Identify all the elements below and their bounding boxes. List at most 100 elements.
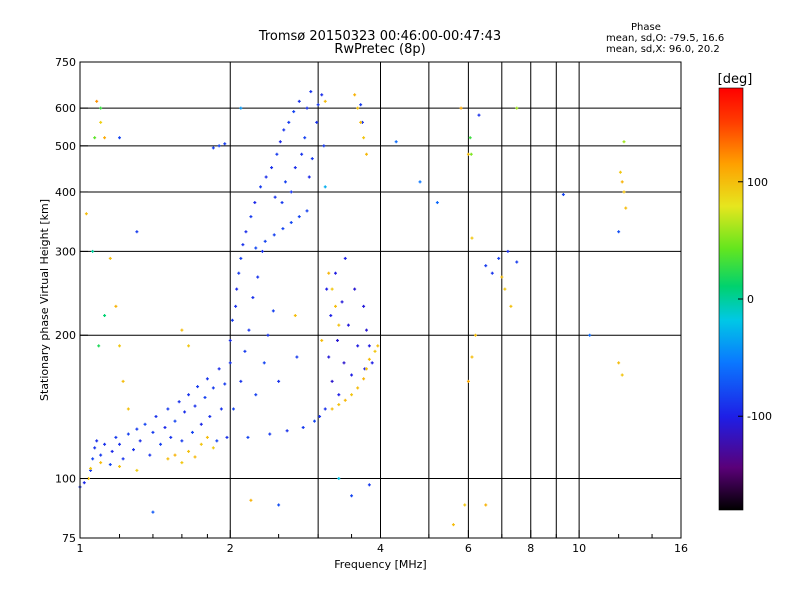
data-point-o — [418, 180, 422, 184]
data-point-x — [373, 349, 377, 353]
data-point-o — [103, 442, 107, 446]
data-point-o — [268, 432, 272, 436]
data-point-o — [280, 201, 284, 205]
data-point-o — [322, 144, 326, 148]
data-point-x — [503, 287, 507, 291]
data-point-x — [470, 236, 474, 240]
data-point-x — [451, 523, 455, 527]
data-point-o — [228, 338, 232, 342]
data-point-o — [243, 349, 247, 353]
data-point-o — [362, 304, 366, 308]
data-point-x — [469, 152, 473, 156]
data-point-x — [463, 503, 467, 507]
data-point-x — [249, 498, 253, 502]
data-point-x — [500, 275, 504, 279]
data-point-x — [95, 99, 99, 103]
data-point-o — [359, 103, 363, 107]
y-tick-label: 300 — [55, 245, 76, 258]
data-point-o — [187, 393, 191, 397]
data-point-o — [143, 422, 147, 426]
data-point-o — [270, 166, 274, 170]
data-point-o — [394, 140, 398, 144]
x-tick-label: 6 — [465, 542, 472, 555]
x-tick-label: 10 — [572, 542, 586, 555]
data-point-o — [337, 393, 341, 397]
chart-title: Tromsø 20150323 00:46:00-00:47:43 — [258, 29, 502, 44]
data-point-o — [292, 110, 296, 114]
data-points — [78, 90, 628, 527]
data-point-o — [272, 233, 276, 237]
data-point-o — [320, 93, 324, 97]
data-point-o — [205, 377, 209, 381]
data-point-o — [356, 344, 360, 348]
data-point-x — [459, 106, 463, 110]
data-point-o — [223, 382, 227, 386]
data-point-o — [138, 439, 142, 443]
data-point-o — [303, 136, 307, 140]
data-point-o — [118, 442, 122, 446]
data-point-o — [289, 190, 293, 194]
data-point-o — [350, 494, 354, 498]
data-point-o — [114, 435, 118, 439]
data-point-x — [293, 314, 297, 318]
data-point-x — [337, 323, 341, 327]
data-point-x — [173, 453, 177, 457]
data-point-x — [466, 379, 470, 383]
data-point-x — [118, 344, 122, 348]
data-point-x — [466, 152, 470, 156]
data-point-x — [166, 457, 170, 461]
data-point-o — [323, 407, 327, 411]
data-point-o — [219, 407, 223, 411]
data-point-o — [254, 393, 258, 397]
data-point-x — [180, 461, 184, 465]
data-point-o — [490, 271, 494, 275]
data-point-o — [273, 195, 277, 199]
data-point-x — [333, 304, 337, 308]
data-point-o — [477, 113, 481, 117]
data-point-o — [154, 414, 158, 418]
data-point-x — [84, 212, 88, 216]
data-point-x — [320, 338, 324, 342]
data-point-o — [343, 256, 347, 260]
data-point-x — [99, 461, 103, 465]
data-point-o — [333, 271, 337, 275]
data-point-x — [330, 287, 334, 291]
data-point-o — [132, 448, 136, 452]
data-point-x — [337, 403, 341, 407]
data-point-x — [622, 140, 626, 144]
data-point-x — [135, 468, 139, 472]
data-point-x — [509, 304, 513, 308]
data-point-o — [246, 435, 250, 439]
data-point-o — [135, 230, 139, 234]
data-point-o — [370, 361, 374, 365]
data-point-x — [359, 120, 363, 124]
data-point-x — [323, 99, 327, 103]
data-point-x — [89, 466, 93, 470]
data-point-o — [435, 201, 439, 205]
phase-mean-o: mean, sd,O: -79.5, 16.6 — [606, 33, 725, 44]
data-point-o — [251, 296, 255, 300]
data-point-x — [337, 477, 341, 481]
colorbar-ticks: 100 0 -100 — [738, 176, 772, 423]
data-point-o — [99, 453, 103, 457]
data-point-x — [376, 344, 380, 348]
data-point-x — [103, 136, 107, 140]
data-point-o — [199, 422, 203, 426]
data-point-o — [118, 136, 122, 140]
data-point-o — [135, 427, 139, 431]
y-tick-label: 600 — [55, 102, 76, 115]
data-point-x — [323, 185, 327, 189]
data-point-o — [259, 185, 263, 189]
data-point-x — [356, 386, 360, 390]
data-point-x — [187, 449, 191, 453]
data-point-x — [473, 333, 477, 337]
data-point-x — [91, 249, 95, 253]
data-point-x — [620, 373, 624, 377]
data-point-o — [327, 355, 331, 359]
colorbar-tick-label: 0 — [747, 293, 754, 306]
data-point-o — [208, 414, 212, 418]
data-point-o — [342, 361, 346, 365]
data-point-o — [193, 404, 197, 408]
data-point-o — [91, 457, 95, 461]
data-point-o — [235, 287, 239, 291]
